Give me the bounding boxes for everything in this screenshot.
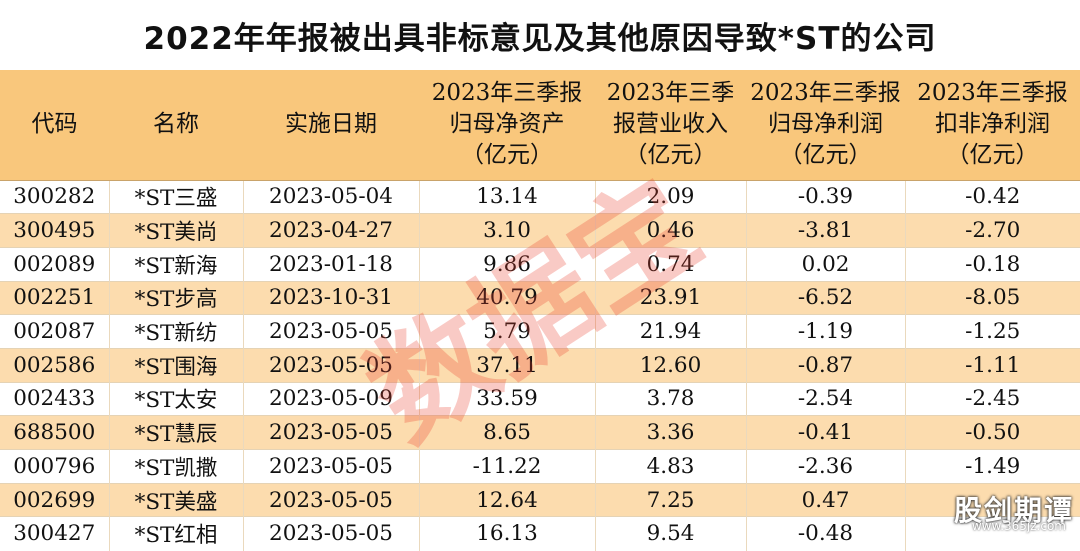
cell-date: 2023-05-05 — [242, 415, 419, 450]
table-row: 002699 *ST美盛 2023-05-05 12.64 7.25 0.47 — [0, 482, 1080, 517]
cell-revenue: 0.46 — [594, 213, 746, 248]
cell-net-profit: -1.19 — [745, 314, 905, 349]
cell-deducted-profit: -1.25 — [904, 314, 1080, 349]
cell-net-profit: -0.39 — [745, 179, 905, 214]
cell-net-assets: 8.65 — [418, 415, 595, 450]
cell-name: *ST新纺 — [108, 314, 243, 349]
cell-code: 002089 — [0, 246, 109, 282]
cell-revenue: 0.74 — [594, 246, 746, 282]
cell-revenue: 9.54 — [594, 516, 746, 551]
cell-revenue: 4.83 — [594, 449, 746, 484]
cell-code: 000796 — [0, 449, 109, 484]
cell-name: *ST步高 — [108, 280, 243, 315]
cell-name: *ST美盛 — [108, 482, 243, 517]
cell-net-profit: -2.54 — [745, 381, 905, 416]
table-row: 002433 *ST太安 2023-05-09 33.59 3.78 -2.54 -2.45 — [0, 381, 1080, 416]
cell-net-assets: -11.22 — [418, 449, 595, 484]
cell-code: 002586 — [0, 347, 109, 383]
cell-date: 2023-10-31 — [242, 280, 419, 315]
table-row: 300427 *ST红相 2023-05-05 16.13 9.54 -0.48 — [0, 516, 1080, 551]
table-row: 000796 *ST凯撒 2023-05-05 -11.22 4.83 -2.36 -1.4… — [0, 449, 1080, 484]
cell-date: 2023-05-09 — [242, 381, 419, 416]
cell-code: 002433 — [0, 381, 109, 416]
cell-name: *ST三盛 — [108, 179, 243, 214]
cell-net-assets: 16.13 — [418, 516, 595, 551]
cell-date: 2023-05-05 — [242, 449, 419, 484]
cell-deducted-profit: -8.05 — [904, 280, 1080, 315]
table-body: 300282 *ST三盛 2023-05-04 13.14 2.09 -0.39 -0.42… — [0, 179, 1080, 551]
data-table: 代码 名称 实施日期 2023年三季报 归母净资产 （亿元） 2023年三季 报… — [0, 70, 1080, 551]
cell-deducted-profit — [904, 482, 1080, 517]
cell-date: 2023-05-05 — [242, 314, 419, 349]
cell-deducted-profit: -2.70 — [904, 213, 1080, 248]
table-row: 300495 *ST美尚 2023-04-27 3.10 0.46 -3.81 -2.70 — [0, 213, 1080, 248]
header-date: 实施日期 — [243, 70, 419, 181]
cell-deducted-profit: -1.11 — [904, 347, 1080, 383]
cell-net-profit: 0.02 — [745, 246, 905, 282]
cell-net-assets: 12.64 — [418, 482, 595, 517]
cell-net-assets: 37.11 — [418, 347, 595, 383]
table-row: 002089 *ST新海 2023-01-18 9.86 0.74 0.02 -0.18 — [0, 246, 1080, 282]
cell-net-profit: -0.87 — [745, 347, 905, 383]
cell-deducted-profit: -2.45 — [904, 381, 1080, 416]
cell-revenue: 3.78 — [594, 381, 746, 416]
cell-date: 2023-01-18 — [242, 246, 419, 282]
header-name: 名称 — [109, 70, 243, 181]
cell-date: 2023-05-05 — [242, 347, 419, 383]
cell-code: 002699 — [0, 482, 109, 517]
table-row: 002586 *ST围海 2023-05-05 37.11 12.60 -0.87 -1.1… — [0, 347, 1080, 383]
cell-deducted-profit: -1.49 — [904, 449, 1080, 484]
cell-date: 2023-05-05 — [242, 482, 419, 517]
cell-net-assets: 3.10 — [418, 213, 595, 248]
cell-deducted-profit: -0.18 — [904, 246, 1080, 282]
header-net-assets: 2023年三季报 归母净资产 （亿元） — [419, 70, 595, 181]
cell-deducted-profit — [904, 516, 1080, 551]
cell-net-assets: 9.86 — [418, 246, 595, 282]
cell-net-profit: 0.47 — [745, 482, 905, 517]
header-net-profit: 2023年三季报 归母净利润 （亿元） — [746, 70, 905, 181]
header-deducted-profit: 2023年三季报 扣非净利润 （亿元） — [905, 70, 1080, 181]
cell-name: *ST慧辰 — [108, 415, 243, 450]
cell-code: 300427 — [0, 516, 109, 551]
cell-name: *ST新海 — [108, 246, 243, 282]
cell-net-profit: -0.41 — [745, 415, 905, 450]
cell-date: 2023-05-04 — [242, 179, 419, 214]
header-code: 代码 — [0, 70, 109, 181]
cell-net-assets: 13.14 — [418, 179, 595, 214]
cell-deducted-profit: -0.42 — [904, 179, 1080, 214]
cell-net-profit: -0.48 — [745, 516, 905, 551]
cell-name: *ST太安 — [108, 381, 243, 416]
table-row: 002251 *ST步高 2023-10-31 40.79 23.91 -6.52 -8.0… — [0, 280, 1080, 315]
cell-code: 002251 — [0, 280, 109, 315]
cell-net-profit: -2.36 — [745, 449, 905, 484]
cell-code: 002087 — [0, 314, 109, 349]
cell-revenue: 2.09 — [594, 179, 746, 214]
table-row: 300282 *ST三盛 2023-05-04 13.14 2.09 -0.39 -0.42 — [0, 179, 1080, 214]
cell-code: 688500 — [0, 415, 109, 450]
table-row: 002087 *ST新纺 2023-05-05 5.79 21.94 -1.19 -1.25 — [0, 314, 1080, 349]
table-row: 688500 *ST慧辰 2023-05-05 8.65 3.36 -0.41 -0.50 — [0, 415, 1080, 450]
cell-name: *ST凯撒 — [108, 449, 243, 484]
cell-net-assets: 5.79 — [418, 314, 595, 349]
cell-code: 300495 — [0, 213, 109, 248]
cell-code: 300282 — [0, 179, 109, 214]
header-row: 代码 名称 实施日期 2023年三季报 归母净资产 （亿元） 2023年三季 报… — [0, 70, 1080, 181]
cell-revenue: 21.94 — [594, 314, 746, 349]
cell-deducted-profit: -0.50 — [904, 415, 1080, 450]
cell-name: *ST围海 — [108, 347, 243, 383]
cell-net-assets: 33.59 — [418, 381, 595, 416]
cell-date: 2023-04-27 — [242, 213, 419, 248]
cell-net-profit: -6.52 — [745, 280, 905, 315]
cell-net-assets: 40.79 — [418, 280, 595, 315]
cell-revenue: 3.36 — [594, 415, 746, 450]
cell-net-profit: -3.81 — [745, 213, 905, 248]
cell-name: *ST美尚 — [108, 213, 243, 248]
cell-revenue: 12.60 — [594, 347, 746, 383]
cell-revenue: 23.91 — [594, 280, 746, 315]
cell-date: 2023-05-05 — [242, 516, 419, 551]
page-title: 2022年年报被出具非标意见及其他原因导致*ST的公司 — [143, 20, 937, 57]
header-revenue: 2023年三季 报营业收入 （亿元） — [595, 70, 746, 181]
cell-revenue: 7.25 — [594, 482, 746, 517]
cell-name: *ST红相 — [108, 516, 243, 551]
